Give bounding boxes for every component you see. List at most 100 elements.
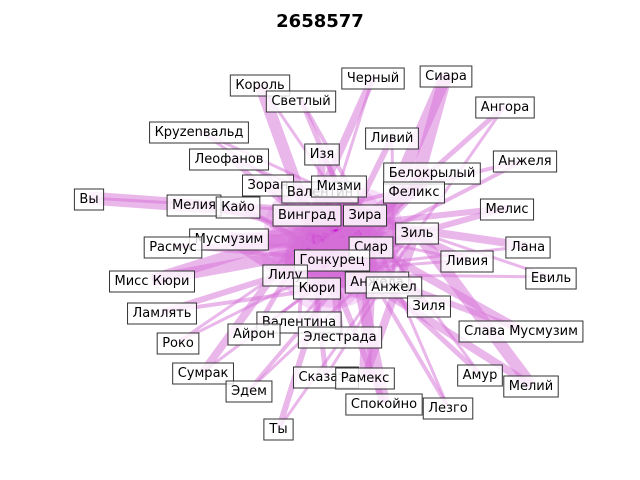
- node-роко[interactable]: Роко: [156, 332, 200, 355]
- node-ливия[interactable]: Ливия: [440, 250, 494, 273]
- node-мусмузим[interactable]: Мусмузим: [189, 228, 269, 251]
- node-ламлять[interactable]: Ламлять: [127, 302, 197, 325]
- node-черный[interactable]: Черный: [341, 67, 405, 90]
- node-label: Роко: [162, 336, 194, 351]
- node-label: Спокойно: [351, 397, 417, 412]
- node-слава-мусмузим[interactable]: Слава Мусмузим: [458, 320, 584, 343]
- node-феликс[interactable]: Феликс: [383, 181, 445, 204]
- node-box: [479, 198, 535, 221]
- node-белокрылый[interactable]: Белокрылый: [383, 162, 481, 185]
- node-box: [311, 175, 367, 198]
- node-box: [293, 249, 371, 272]
- node-винград[interactable]: Винград: [272, 204, 342, 227]
- node-label: Леофанов: [195, 152, 264, 167]
- node-светлый[interactable]: Светлый: [265, 90, 337, 113]
- node-label: Элестрада: [303, 330, 376, 345]
- node-рамекс[interactable]: Рамекс: [335, 367, 395, 390]
- node-box: [341, 67, 405, 90]
- node-label: Зоран: [247, 178, 288, 193]
- node-box: [127, 302, 197, 325]
- node-box: [342, 204, 388, 227]
- node-вы[interactable]: Вы: [73, 188, 105, 211]
- node-label: Мусмузим: [195, 232, 264, 247]
- node-box: [189, 148, 269, 171]
- node-box: [297, 326, 383, 349]
- node-зоран[interactable]: Зоран: [241, 174, 295, 197]
- node-label: Амур: [463, 368, 498, 383]
- node-label: Сумрак: [178, 366, 229, 381]
- node-спокойно[interactable]: Спокойно: [345, 393, 423, 416]
- node-box: [440, 250, 494, 273]
- node-label: Лезго: [428, 401, 468, 416]
- node-box: [265, 90, 337, 113]
- node-зиля[interactable]: Зиля: [407, 295, 451, 318]
- node-лезго[interactable]: Лезго: [422, 397, 474, 420]
- node-ливий[interactable]: Ливий: [365, 127, 419, 150]
- node-box: [215, 196, 261, 219]
- node-label: Белокрылый: [389, 166, 476, 181]
- node-расмус[interactable]: Расмус: [143, 236, 203, 259]
- node-box: [422, 397, 474, 420]
- node-box: [503, 375, 559, 398]
- node-box: [525, 267, 577, 290]
- node-box: [492, 150, 558, 173]
- node-элестрада[interactable]: Элестрада: [297, 326, 383, 349]
- node-box: [458, 320, 584, 343]
- node-label: Эдем: [231, 384, 267, 399]
- node-анжеля[interactable]: Анжеля: [492, 150, 558, 173]
- node-изя[interactable]: Изя: [304, 143, 340, 166]
- node-label: Ты: [268, 422, 287, 437]
- node-box: [272, 204, 342, 227]
- node-леофанов[interactable]: Леофанов: [189, 148, 269, 171]
- node-box: [227, 323, 281, 346]
- node-мелия[interactable]: Мелия: [166, 194, 222, 217]
- node-лана[interactable]: Лана: [505, 236, 551, 259]
- node-box: [457, 364, 503, 387]
- node-box: [156, 332, 200, 355]
- node-box: [395, 222, 439, 245]
- node-зиль[interactable]: Зиль: [395, 222, 439, 245]
- node-label: Лана: [511, 240, 545, 255]
- node-label: Кайо: [221, 200, 255, 215]
- node-label: Вы: [79, 192, 98, 207]
- node-label: Ливия: [446, 254, 488, 269]
- node-сумрак[interactable]: Сумрак: [172, 362, 234, 385]
- node-мисс-кюри[interactable]: Мисс Кюри: [109, 270, 195, 293]
- node-label: Изя: [310, 147, 334, 162]
- node-box: [172, 362, 234, 385]
- node-эдем[interactable]: Эдем: [225, 380, 273, 403]
- node-label: Ламлять: [133, 306, 192, 321]
- node-ангора[interactable]: Ангора: [475, 96, 535, 119]
- node-label: Мисс Кюри: [115, 274, 190, 289]
- node-мелис[interactable]: Мелис: [479, 198, 535, 221]
- node-box: [505, 236, 551, 259]
- node-box: [143, 236, 203, 259]
- node-label: Мелий: [509, 379, 553, 394]
- node-label: Слава Мусмузим: [464, 324, 578, 339]
- node-box: [365, 127, 419, 150]
- node-ты[interactable]: Ты: [263, 418, 294, 441]
- node-label: Рамекс: [341, 371, 390, 386]
- node-box: [149, 121, 249, 144]
- node-label: Черный: [347, 71, 399, 86]
- edge: [412, 228, 536, 389]
- node-мелий[interactable]: Мелий: [503, 375, 559, 398]
- node-анжел[interactable]: Анжел: [365, 276, 423, 299]
- node-мизми[interactable]: Мизми: [311, 175, 367, 198]
- node-сиара[interactable]: Сиара: [419, 65, 473, 88]
- node-евиль[interactable]: Евиль: [525, 267, 577, 290]
- node-айрон[interactable]: Айрон: [227, 323, 281, 346]
- node-label: Сиара: [425, 69, 467, 84]
- node-label: Зиль: [401, 226, 434, 241]
- node-label: Ангора: [481, 100, 529, 115]
- node-гонкурец[interactable]: Гонкурец: [293, 249, 371, 272]
- node-кайо[interactable]: Кайо: [215, 196, 261, 219]
- node-круzenвальд[interactable]: Круzenвальд: [149, 121, 249, 144]
- node-label: Анжел: [371, 280, 416, 295]
- node-амур[interactable]: Амур: [457, 364, 503, 387]
- node-зира[interactable]: Зира: [342, 204, 388, 227]
- node-кюри[interactable]: Кюри: [293, 277, 341, 300]
- node-label: Мизми: [317, 179, 362, 194]
- node-box: [383, 181, 445, 204]
